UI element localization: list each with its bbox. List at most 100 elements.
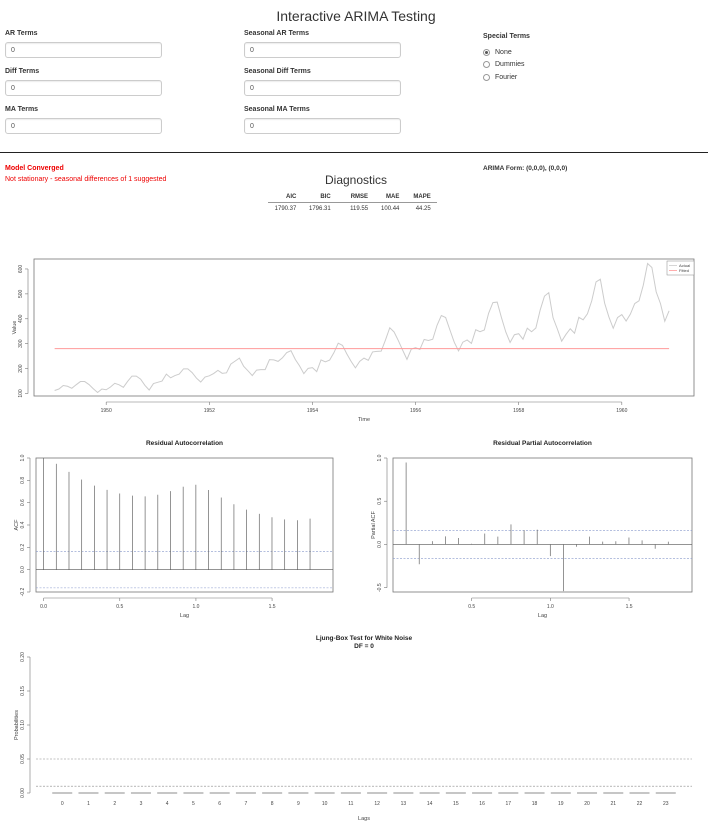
acf-x-tick-label: 1.0	[192, 604, 199, 610]
pacf-x-tick-label: 1.5	[626, 604, 633, 610]
ljung-box-x-tick-label: 11	[348, 801, 353, 807]
ljung-box-title: Ljung-Box Test for White Noise	[316, 635, 413, 642]
seasonal-diff-terms-label: Seasonal Diff Terms	[244, 68, 311, 75]
diag-value-mape: 44.25	[415, 206, 431, 212]
acf-x-tick-label: 1.5	[269, 604, 276, 610]
ljung-box-x-tick-label: 19	[558, 801, 564, 807]
radio-none[interactable]	[483, 49, 490, 56]
seasonal-ma-terms-input[interactable]	[244, 118, 401, 134]
seasonal-ma-terms-label: Seasonal MA Terms	[244, 106, 310, 113]
ljung-box-x-tick-label: 1	[87, 801, 90, 807]
series-chart-y-tick-label: 300	[18, 339, 24, 348]
series-chart-plot-frame	[33, 258, 695, 397]
diag-header-rmse: RMSE	[336, 192, 375, 203]
ljung-box-x-tick-label: 21	[610, 801, 616, 807]
series-chart-y-axis-label: Value	[12, 321, 18, 335]
acf-y-tick-label: 0.2	[20, 544, 26, 551]
ljung-box-y-tick-label: 0.10	[20, 720, 26, 730]
ljung-box-x-axis-label: Lags	[358, 816, 370, 822]
actual-series-line	[54, 262, 670, 394]
ljung-box-x-tick-label: 0	[61, 801, 64, 807]
ljung-box-x-tick-label: 7	[245, 801, 248, 807]
ljung-box-y-tick-label: 0.20	[20, 652, 26, 662]
ljung-box-x-tick-label: 17	[506, 801, 512, 807]
radio-dummies-label: Dummies	[495, 61, 525, 68]
ljung-box-x-tick-label: 22	[637, 801, 643, 807]
series-chart-x-tick-label: 1954	[307, 408, 318, 414]
series-chart-x-tick-label: 1956	[410, 408, 421, 414]
pacf-y-tick-label: 1.0	[377, 454, 383, 461]
radio-fourier[interactable]	[483, 74, 490, 81]
diag-header-mae: MAE	[374, 192, 406, 203]
series-legend-box	[666, 260, 695, 276]
radio-none-label: None	[495, 49, 512, 56]
diag-header-bic: BIC	[302, 192, 337, 203]
ljung-box-subtitle: DF = 0	[354, 643, 374, 650]
diag-header-mape: MAPE	[405, 192, 437, 203]
acf-y-tick-label: -0.2	[20, 587, 26, 596]
special-terms-option-none[interactable]: None	[483, 49, 512, 56]
ljung-box-x-tick-label: 23	[663, 801, 669, 807]
ar-terms-input[interactable]	[5, 42, 162, 58]
diagnostics-table: AIC BIC RMSE MAE MAPE 1790.37 1796.31 11…	[268, 192, 437, 215]
seasonal-ar-terms-input[interactable]	[244, 42, 401, 58]
ljung-box-x-tick-label: 8	[271, 801, 274, 807]
acf-y-axis-label: ACF	[14, 519, 20, 531]
diag-value-aic: 1790.37	[274, 206, 297, 212]
series-chart-x-tick-label: 1960	[616, 408, 627, 414]
acf-y-tick-label: 0.8	[20, 477, 26, 484]
diagnostics-header-row: AIC BIC RMSE MAE MAPE	[268, 192, 437, 203]
ljung-box-x-tick-label: 10	[322, 801, 328, 807]
legend-fitted-label: Fitted	[679, 268, 689, 273]
ljung-box-x-tick-label: 9	[297, 801, 300, 807]
series-chart-x-tick-label: 1958	[513, 408, 524, 414]
ljung-box-y-tick-label: 0.05	[20, 754, 26, 764]
stationarity-warning: Not stationary - seasonal differences of…	[5, 176, 167, 183]
acf-y-tick-label: 0.6	[20, 499, 26, 506]
pacf-y-axis-label: Partial ACF	[371, 510, 377, 538]
ma-terms-input[interactable]	[5, 118, 162, 134]
pacf-y-tick-label: -0.5	[377, 583, 383, 592]
diag-value-mae: 100.44	[381, 206, 400, 212]
arima-form: ARIMA Form: (0,0,0), (0,0,0)	[483, 165, 568, 172]
ljung-box-y-axis-label: Probabilities	[14, 710, 20, 740]
ljung-box-x-tick-label: 4	[166, 801, 169, 807]
ma-terms-label: MA Terms	[5, 106, 39, 113]
ljung-box-x-tick-label: 5	[192, 801, 195, 807]
series-chart-y-tick-label: 200	[18, 364, 24, 373]
diag-value-rmse: 119.55	[350, 206, 369, 212]
legend-actual-label: Actual	[679, 263, 690, 268]
section-divider	[0, 152, 708, 153]
acf-title: Residual Autocorrelation	[146, 440, 223, 447]
seasonal-diff-terms-input[interactable]	[244, 80, 401, 96]
acf-y-tick-label: 0.4	[20, 521, 26, 528]
ljung-box-x-tick-label: 16	[479, 801, 485, 807]
pacf-x-axis-label: Lag	[538, 613, 547, 619]
page-title: Interactive ARIMA Testing	[276, 8, 436, 24]
ljung-box-x-tick-label: 20	[584, 801, 590, 807]
diag-value-bic: 1796.31	[308, 206, 331, 212]
acf-plot-frame	[35, 457, 334, 593]
diag-header-aic: AIC	[268, 192, 303, 203]
radio-dummies[interactable]	[483, 61, 490, 68]
ljung-box-x-tick-label: 12	[374, 801, 380, 807]
ljung-box-x-tick-label: 15	[453, 801, 459, 807]
pacf-title: Residual Partial Autocorrelation	[493, 440, 592, 447]
ljung-box-x-tick-label: 2	[113, 801, 116, 807]
acf-x-axis-label: Lag	[180, 613, 189, 619]
ar-terms-label: AR Terms	[5, 30, 38, 37]
acf-y-tick-label: 1.0	[20, 454, 26, 461]
pacf-x-tick-label: 1.0	[547, 604, 554, 610]
series-chart-y-tick-label: 100	[18, 389, 24, 398]
pacf-plot-frame	[392, 457, 693, 593]
acf-x-tick-label: 0.0	[40, 604, 47, 610]
special-terms-option-dummies[interactable]: Dummies	[483, 61, 525, 68]
model-converged-status: Model Converged	[5, 165, 64, 172]
series-chart-x-tick-label: 1952	[204, 408, 215, 414]
acf-y-tick-label: 0.0	[20, 566, 26, 573]
ljung-box-x-tick-label: 13	[401, 801, 407, 807]
diff-terms-input[interactable]	[5, 80, 162, 96]
special-terms-option-fourier[interactable]: Fourier	[483, 74, 517, 81]
diff-terms-label: Diff Terms	[5, 68, 40, 75]
